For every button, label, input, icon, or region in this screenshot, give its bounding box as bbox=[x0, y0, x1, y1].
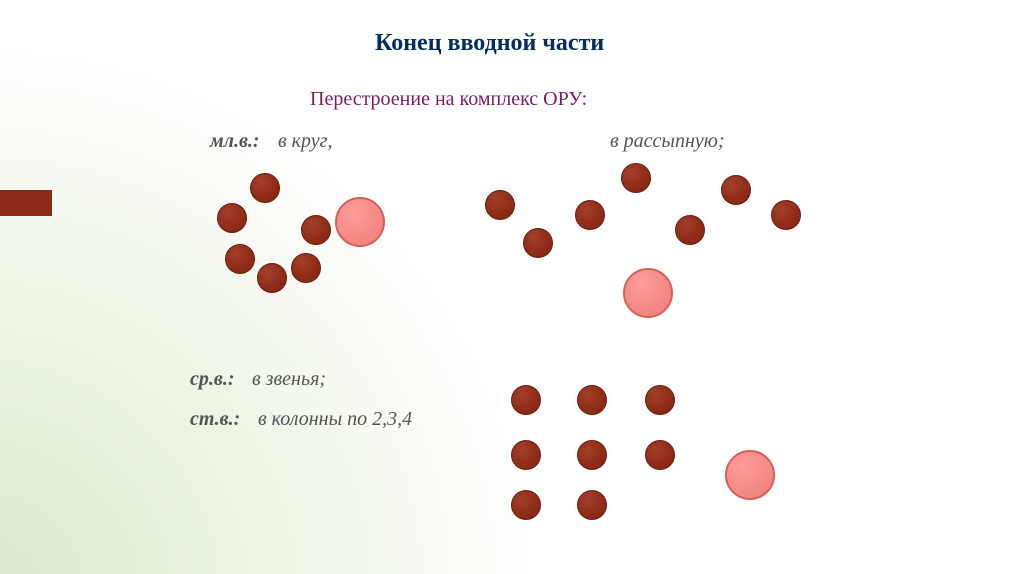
columns-dot-r2c0 bbox=[511, 490, 541, 520]
columns-dot-r1c2 bbox=[645, 440, 675, 470]
label-sr-prefix: ср.в.: bbox=[190, 368, 234, 391]
columns-dot-r0c2 bbox=[645, 385, 675, 415]
label-sr-text: в звенья; bbox=[252, 368, 326, 391]
scatter-formation-dot-1 bbox=[523, 228, 553, 258]
label-st-text: в колонны по 2,3,4 bbox=[258, 408, 412, 431]
columns-dot-r0c0 bbox=[511, 385, 541, 415]
circle-formation-dot-2 bbox=[225, 244, 255, 274]
columns-dot-r0c1 bbox=[577, 385, 607, 415]
scatter-formation-dot-6 bbox=[771, 200, 801, 230]
label-ml-prefix: мл.в.: bbox=[210, 130, 260, 153]
label-ml-circle: в круг, bbox=[278, 130, 332, 153]
circle-formation-dot-4 bbox=[291, 253, 321, 283]
accent-bar bbox=[0, 190, 52, 216]
circle-formation-dot-3 bbox=[257, 263, 287, 293]
scatter-formation-dot-4 bbox=[675, 215, 705, 245]
label-ml-scatter: в рассыпную; bbox=[610, 130, 725, 153]
label-st-prefix: ст.в.: bbox=[190, 408, 240, 431]
scatter-formation-dot-0 bbox=[485, 190, 515, 220]
columns-formation-leader-dot bbox=[725, 450, 775, 500]
columns-dot-r1c1 bbox=[577, 440, 607, 470]
scatter-formation-dot-5 bbox=[721, 175, 751, 205]
circle-formation-dot-1 bbox=[217, 203, 247, 233]
page-subtitle: Перестроение на комплекс ОРУ: bbox=[310, 88, 587, 111]
circle-formation-dot-0 bbox=[250, 173, 280, 203]
scatter-formation-dot-3 bbox=[621, 163, 651, 193]
columns-dot-r1c0 bbox=[511, 440, 541, 470]
page-title: Конец вводной части bbox=[375, 30, 604, 57]
scatter-formation-dot-2 bbox=[575, 200, 605, 230]
columns-dot-r2c1 bbox=[577, 490, 607, 520]
scatter-formation-leader-dot bbox=[623, 268, 673, 318]
circle-formation-dot-5 bbox=[301, 215, 331, 245]
background-gradient bbox=[0, 0, 1024, 574]
circle-formation-leader-dot bbox=[335, 197, 385, 247]
